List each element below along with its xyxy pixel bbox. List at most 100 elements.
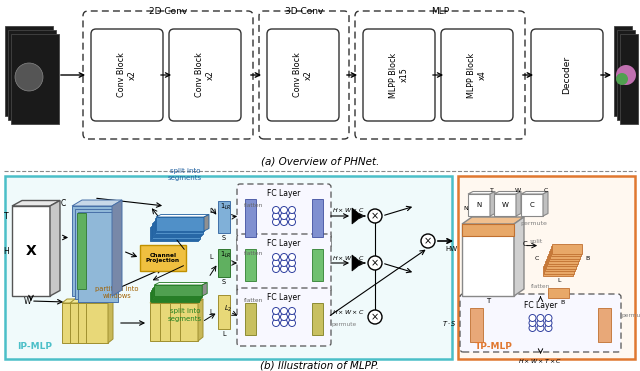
Bar xyxy=(620,34,638,124)
Circle shape xyxy=(537,315,544,322)
Circle shape xyxy=(273,308,280,315)
Text: (a) Overview of PHNet.: (a) Overview of PHNet. xyxy=(261,156,379,166)
Bar xyxy=(547,256,577,266)
Bar xyxy=(552,243,582,253)
Polygon shape xyxy=(521,191,548,194)
Text: $1_{LR}$: $1_{LR}$ xyxy=(220,202,232,213)
Circle shape xyxy=(289,213,296,220)
Text: N: N xyxy=(476,202,482,208)
Text: W: W xyxy=(502,202,508,208)
Bar xyxy=(5,176,452,359)
Polygon shape xyxy=(180,299,203,303)
Text: S: S xyxy=(222,235,226,241)
Bar xyxy=(77,213,86,289)
Polygon shape xyxy=(543,191,548,216)
Circle shape xyxy=(280,213,287,220)
FancyBboxPatch shape xyxy=(237,288,331,346)
Polygon shape xyxy=(468,191,495,194)
Circle shape xyxy=(616,65,636,85)
FancyBboxPatch shape xyxy=(363,29,435,121)
Polygon shape xyxy=(352,208,362,224)
Polygon shape xyxy=(12,200,60,206)
Polygon shape xyxy=(204,214,209,231)
Bar xyxy=(86,303,108,343)
Text: partition into
windows: partition into windows xyxy=(95,286,139,299)
Text: Conv Block
x2: Conv Block x2 xyxy=(117,53,137,98)
Circle shape xyxy=(273,213,280,220)
Text: $T \cdot S$: $T \cdot S$ xyxy=(442,318,457,328)
Text: split: split xyxy=(529,240,543,244)
Text: IP-MLP: IP-MLP xyxy=(17,342,52,351)
Bar xyxy=(218,249,230,277)
Bar xyxy=(154,286,202,297)
Text: T: T xyxy=(486,298,490,304)
Bar xyxy=(154,285,202,296)
FancyBboxPatch shape xyxy=(531,29,603,121)
Polygon shape xyxy=(70,299,97,303)
Text: flatten: flatten xyxy=(244,203,263,208)
Bar xyxy=(70,303,92,343)
Text: $L_2$: $L_2$ xyxy=(224,304,232,314)
Bar xyxy=(312,249,323,281)
Text: split into
segments: split into segments xyxy=(168,309,202,322)
Text: W: W xyxy=(515,188,521,194)
Bar xyxy=(550,249,580,259)
Bar xyxy=(156,217,204,231)
Circle shape xyxy=(529,315,536,322)
Circle shape xyxy=(273,207,280,213)
Text: T: T xyxy=(4,212,9,221)
Bar xyxy=(8,30,56,120)
Text: FC Layer: FC Layer xyxy=(268,240,301,249)
Polygon shape xyxy=(72,200,122,206)
Circle shape xyxy=(289,319,296,326)
Circle shape xyxy=(529,319,536,326)
FancyBboxPatch shape xyxy=(237,184,331,248)
Text: FC Layer: FC Layer xyxy=(268,190,301,198)
FancyBboxPatch shape xyxy=(267,29,339,121)
Bar xyxy=(245,199,256,237)
Text: C: C xyxy=(530,202,534,208)
Polygon shape xyxy=(188,299,193,341)
Bar xyxy=(218,295,230,329)
Bar xyxy=(548,288,569,298)
Polygon shape xyxy=(156,214,209,217)
Bar xyxy=(11,34,59,124)
Bar xyxy=(5,26,53,116)
Circle shape xyxy=(273,253,280,260)
FancyBboxPatch shape xyxy=(91,29,163,121)
Bar xyxy=(154,220,202,233)
Text: Conv Block
x2: Conv Block x2 xyxy=(195,53,214,98)
Bar xyxy=(218,201,230,233)
Circle shape xyxy=(280,259,287,266)
Circle shape xyxy=(545,315,552,322)
Bar xyxy=(470,308,483,342)
FancyBboxPatch shape xyxy=(460,294,621,352)
Bar xyxy=(543,266,573,276)
Text: N: N xyxy=(463,207,468,211)
Bar xyxy=(614,26,632,116)
Text: $1_{LR}$: $1_{LR}$ xyxy=(220,250,232,260)
Circle shape xyxy=(421,234,435,248)
Polygon shape xyxy=(516,191,521,216)
Polygon shape xyxy=(62,299,89,303)
Bar xyxy=(312,303,323,335)
Circle shape xyxy=(280,219,287,226)
Text: L: L xyxy=(209,255,213,260)
Text: W: W xyxy=(24,296,31,305)
Text: HW: HW xyxy=(446,246,458,252)
Text: split into
segments: split into segments xyxy=(168,168,202,181)
Circle shape xyxy=(280,253,287,260)
Text: S: S xyxy=(222,279,226,285)
Circle shape xyxy=(273,319,280,326)
Circle shape xyxy=(289,253,296,260)
Bar xyxy=(78,303,100,343)
Bar xyxy=(151,226,199,240)
Text: ×: × xyxy=(371,211,379,221)
Bar xyxy=(545,261,575,271)
Bar xyxy=(245,303,256,335)
Text: B: B xyxy=(585,256,589,261)
Polygon shape xyxy=(178,299,183,341)
Circle shape xyxy=(15,63,43,91)
Polygon shape xyxy=(84,299,89,343)
Bar xyxy=(551,246,581,256)
